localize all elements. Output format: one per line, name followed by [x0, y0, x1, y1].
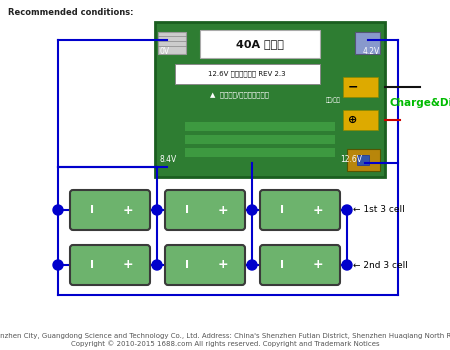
Text: +: +: [217, 259, 228, 272]
Text: 充电/放电: 充电/放电: [326, 97, 341, 103]
FancyBboxPatch shape: [70, 190, 150, 230]
Circle shape: [247, 260, 257, 270]
Circle shape: [342, 205, 352, 215]
Text: +: +: [122, 259, 133, 272]
Bar: [343, 110, 378, 130]
FancyBboxPatch shape: [260, 245, 340, 285]
Text: I: I: [280, 260, 284, 270]
Text: 12.6V: 12.6V: [340, 154, 362, 163]
Bar: [158, 32, 186, 54]
Text: I: I: [185, 260, 189, 270]
Bar: [200, 30, 320, 58]
Text: 8.4V: 8.4V: [160, 154, 177, 163]
Text: ← 1st 3 cell: ← 1st 3 cell: [353, 205, 405, 215]
Bar: [155, 22, 385, 177]
Text: Recommended conditions:: Recommended conditions:: [8, 8, 134, 17]
Bar: [185, 135, 335, 144]
Circle shape: [152, 205, 162, 215]
Text: 0V: 0V: [160, 48, 170, 56]
Text: +: +: [312, 259, 323, 272]
Text: I: I: [90, 205, 94, 215]
Text: 4.2V: 4.2V: [363, 48, 380, 56]
Text: I: I: [90, 260, 94, 270]
Text: I: I: [185, 205, 189, 215]
Circle shape: [53, 205, 63, 215]
Text: +: +: [312, 203, 323, 217]
Text: +: +: [122, 203, 133, 217]
Circle shape: [53, 260, 63, 270]
Text: 12.6V 锂电池保护板 REV 2.3: 12.6V 锂电池保护板 REV 2.3: [208, 71, 286, 77]
Circle shape: [342, 260, 352, 270]
Text: ← 2nd 3 cell: ← 2nd 3 cell: [353, 260, 408, 270]
Circle shape: [247, 205, 257, 215]
Text: +: +: [217, 203, 228, 217]
Text: −: −: [348, 80, 358, 93]
Bar: [175, 64, 320, 84]
FancyBboxPatch shape: [165, 245, 245, 285]
Bar: [355, 32, 380, 54]
Text: ▲  适用电机/电钻，禁止短路: ▲ 适用电机/电钻，禁止短路: [211, 92, 270, 98]
FancyBboxPatch shape: [260, 190, 340, 230]
Bar: [185, 122, 335, 131]
Text: ⊕: ⊕: [348, 115, 358, 125]
Text: Charge&Discharge: Charge&Discharge: [390, 98, 450, 108]
Bar: [357, 155, 369, 165]
Circle shape: [152, 260, 162, 270]
Bar: [347, 149, 380, 171]
Text: Copyright © 2010-2015 1688.com All rights reserved. Copyright and Trademark Noti: Copyright © 2010-2015 1688.com All right…: [71, 341, 379, 347]
FancyBboxPatch shape: [165, 190, 245, 230]
Bar: [185, 148, 335, 157]
FancyBboxPatch shape: [70, 245, 150, 285]
Text: 40A 均衡充: 40A 均衡充: [236, 39, 284, 49]
Bar: [343, 77, 378, 97]
Text: Shenzhen City, Guangdong Science and Technology Co., Ltd. Address: China's Shenz: Shenzhen City, Guangdong Science and Tec…: [0, 333, 450, 339]
Text: I: I: [280, 205, 284, 215]
